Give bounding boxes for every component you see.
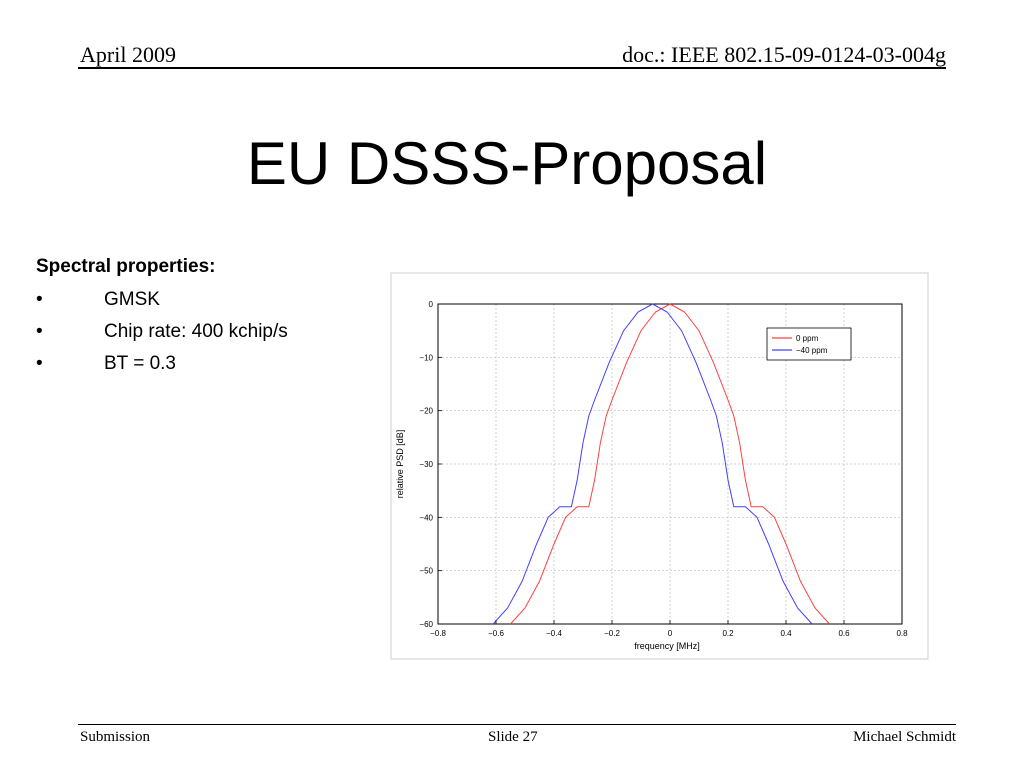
bullet-marker: • bbox=[36, 289, 43, 310]
x-tick-label: −0.4 bbox=[546, 629, 562, 638]
y-axis-label: relative PSD [dB] bbox=[395, 430, 405, 499]
bullet-marker: • bbox=[36, 353, 43, 374]
x-tick-label: 0.4 bbox=[780, 629, 792, 638]
x-tick-label: −0.2 bbox=[604, 629, 620, 638]
y-tick-label: −60 bbox=[419, 620, 433, 629]
y-tick-label: −40 bbox=[419, 513, 433, 522]
y-tick-label: −50 bbox=[419, 567, 433, 576]
bullet-text: BT = 0.3 bbox=[104, 353, 177, 374]
bullet-marker: • bbox=[36, 321, 43, 342]
footer-slide-number: Slide 27 bbox=[488, 729, 538, 745]
header-rule bbox=[78, 67, 946, 69]
bullet-item: • BT = 0.3 bbox=[36, 348, 288, 380]
series-line bbox=[510, 303, 830, 625]
bullet-list: Spectral properties: • GMSK • Chip rate:… bbox=[36, 256, 288, 380]
legend-label: −40 ppm bbox=[796, 346, 828, 355]
chart-series bbox=[492, 303, 830, 625]
bullet-item: • GMSK bbox=[36, 284, 288, 316]
chart-legend: 0 ppm −40 ppm bbox=[766, 327, 852, 361]
footer-author: Michael Schmidt bbox=[853, 729, 956, 745]
x-tick-label: 0.8 bbox=[896, 629, 908, 638]
header-date: April 2009 bbox=[80, 42, 176, 67]
chart-ticks: −0.8 −0.6 −0.4 −0.2 0 0.2 0.4 0.6 0.8 −60 −50 −40 −3… bbox=[419, 300, 908, 638]
series-line bbox=[492, 303, 813, 625]
bullet-heading: Spectral properties: bbox=[36, 256, 216, 277]
footer-rule bbox=[78, 724, 956, 725]
bullet-item: • Chip rate: 400 kchip/s bbox=[36, 316, 288, 348]
y-tick-label: 0 bbox=[429, 300, 434, 309]
x-axis-label: frequency [MHz] bbox=[634, 641, 700, 651]
x-tick-label: −0.6 bbox=[488, 629, 504, 638]
y-tick-label: −30 bbox=[419, 460, 433, 469]
legend-box bbox=[766, 327, 852, 361]
footer-submission: Submission bbox=[80, 729, 151, 745]
x-tick-label: −0.8 bbox=[430, 629, 446, 638]
header-doc-id: doc.: IEEE 802.15-09-0124-03-004g bbox=[622, 42, 946, 67]
x-tick-label: 0.2 bbox=[722, 629, 734, 638]
y-tick-label: −10 bbox=[419, 353, 433, 362]
x-tick-label: 0.6 bbox=[838, 629, 850, 638]
bullet-text: Chip rate: 400 kchip/s bbox=[104, 321, 288, 342]
x-tick-label: 0 bbox=[668, 629, 673, 638]
y-tick-label: −20 bbox=[419, 407, 433, 416]
slide-title: EU DSSS-Proposal bbox=[246, 130, 768, 197]
psd-chart: −0.8 −0.6 −0.4 −0.2 0 0.2 0.4 0.6 0.8 −60 −50 −40 −3… bbox=[390, 272, 929, 660]
legend-label: 0 ppm bbox=[796, 334, 819, 343]
bullet-text: GMSK bbox=[104, 289, 160, 310]
